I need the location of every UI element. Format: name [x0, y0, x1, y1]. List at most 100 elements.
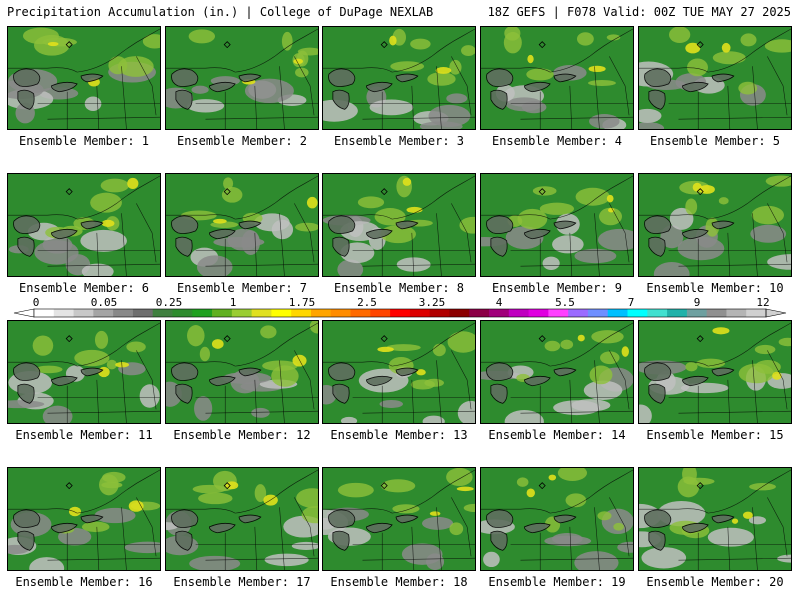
lake-outline [711, 367, 735, 377]
boundary-line [520, 557, 633, 561]
colorbar-tick-label: 3.25 [419, 296, 446, 309]
heavy-precip-area [293, 58, 304, 65]
boundary-line [451, 203, 472, 263]
heavy-precip-area [772, 371, 782, 380]
colorbar-swatch [330, 309, 351, 317]
moderate-precip-area [260, 325, 277, 339]
moderate-precip-area [764, 39, 791, 53]
light-precip-area [653, 261, 690, 276]
heavy-precip-area [435, 66, 452, 74]
lake-outline [209, 81, 236, 93]
location-marker-icon [696, 188, 704, 196]
boundary-line [323, 469, 475, 514]
lake-outline [553, 514, 577, 524]
moderate-precip-area [74, 349, 110, 367]
moderate-precip-area [516, 477, 529, 487]
ensemble-member-label: Ensemble Member: 1 [18, 134, 150, 148]
boundary-line [609, 350, 630, 410]
light-precip-area [94, 507, 136, 524]
lake-outline [13, 362, 41, 381]
moderate-precip-area [81, 521, 110, 533]
boundary-line [8, 322, 160, 367]
colorbar-outline [33, 308, 767, 318]
colorbar-tick-label: 9 [694, 296, 701, 309]
heavy-precip-area [213, 218, 227, 224]
moderate-precip-area [565, 493, 587, 508]
boundary-line [678, 410, 791, 414]
light-precip-area [323, 99, 358, 122]
boundary-line [121, 213, 127, 276]
precip-map-7 [166, 174, 318, 276]
colorbar-swatch [607, 309, 628, 317]
light-precip-area [251, 407, 270, 418]
heavy-precip-area [127, 177, 139, 190]
light-precip-area [767, 254, 791, 270]
lake-outline [395, 73, 419, 83]
lake-outline [17, 89, 35, 110]
boundary-line [411, 85, 415, 129]
ensemble-member-label: Ensemble Member: 3 [333, 134, 465, 148]
colorbar-swatch [310, 309, 332, 317]
boundary-line [752, 213, 758, 276]
moderate-precip-area [613, 522, 624, 531]
moderate-precip-area [390, 61, 425, 72]
light-precip-area [542, 256, 560, 271]
moderate-precip-area [539, 202, 575, 215]
boundary-line [436, 360, 442, 423]
location-marker-icon [538, 482, 546, 490]
light-precip-area [428, 104, 471, 128]
moderate-precip-area [198, 492, 233, 505]
moderate-precip-area [126, 341, 146, 353]
boundary-line [411, 379, 415, 423]
boundary-line [136, 350, 157, 410]
precip-map-1 [8, 27, 160, 129]
moderate-precip-area [575, 187, 610, 206]
lake-outline [209, 522, 236, 534]
precip-map-14 [481, 321, 633, 423]
light-precip-area [222, 372, 272, 384]
lake-outline [51, 228, 78, 240]
boundary-line [121, 66, 127, 129]
moderate-precip-area [357, 196, 385, 209]
colorbar-swatch [508, 309, 529, 317]
boundary-line [323, 175, 475, 220]
location-marker-icon [696, 41, 704, 49]
moderate-precip-area [223, 177, 234, 190]
boundary-line [569, 526, 573, 570]
heavy-precip-area [47, 41, 59, 47]
lake-outline [17, 530, 35, 551]
lake-outline [711, 514, 735, 524]
lake-outline [366, 81, 393, 93]
colorbar-tick-label: 0 [33, 296, 40, 309]
light-precip-area [241, 230, 261, 255]
precip-map-6 [8, 174, 160, 276]
boundary-line [47, 410, 160, 414]
ensemble-member-label: Ensemble Member: 8 [333, 281, 465, 295]
lake-outline [486, 215, 514, 234]
lake-outline [171, 68, 199, 87]
lake-outline [395, 514, 419, 524]
boundary-line [436, 66, 442, 129]
colorbar-swatch [746, 309, 767, 317]
lake-outline [524, 522, 551, 534]
colorbar-swatch [449, 309, 470, 317]
colorbar-swatch [667, 309, 688, 317]
ensemble-member-label: Ensemble Member: 16 [15, 575, 153, 589]
ensemble-member-label: Ensemble Member: 13 [330, 428, 468, 442]
ensemble-member-label: Ensemble Member: 10 [646, 281, 784, 295]
lake-outline [171, 509, 199, 528]
lake-outline [490, 89, 508, 110]
lake-outline [332, 530, 350, 551]
boundary-line [639, 322, 791, 367]
boundary-line [8, 28, 160, 73]
boundary-line [254, 232, 258, 276]
lake-outline [332, 89, 350, 110]
heavy-precip-area [211, 339, 224, 349]
lake-outline [366, 228, 393, 240]
lake-outline [328, 509, 356, 528]
ensemble-map-6 [7, 173, 161, 277]
colorbar-swatch [647, 309, 668, 317]
boundary-line [254, 379, 258, 423]
light-precip-area [42, 405, 73, 423]
ensemble-member-label: Ensemble Member: 17 [173, 575, 311, 589]
